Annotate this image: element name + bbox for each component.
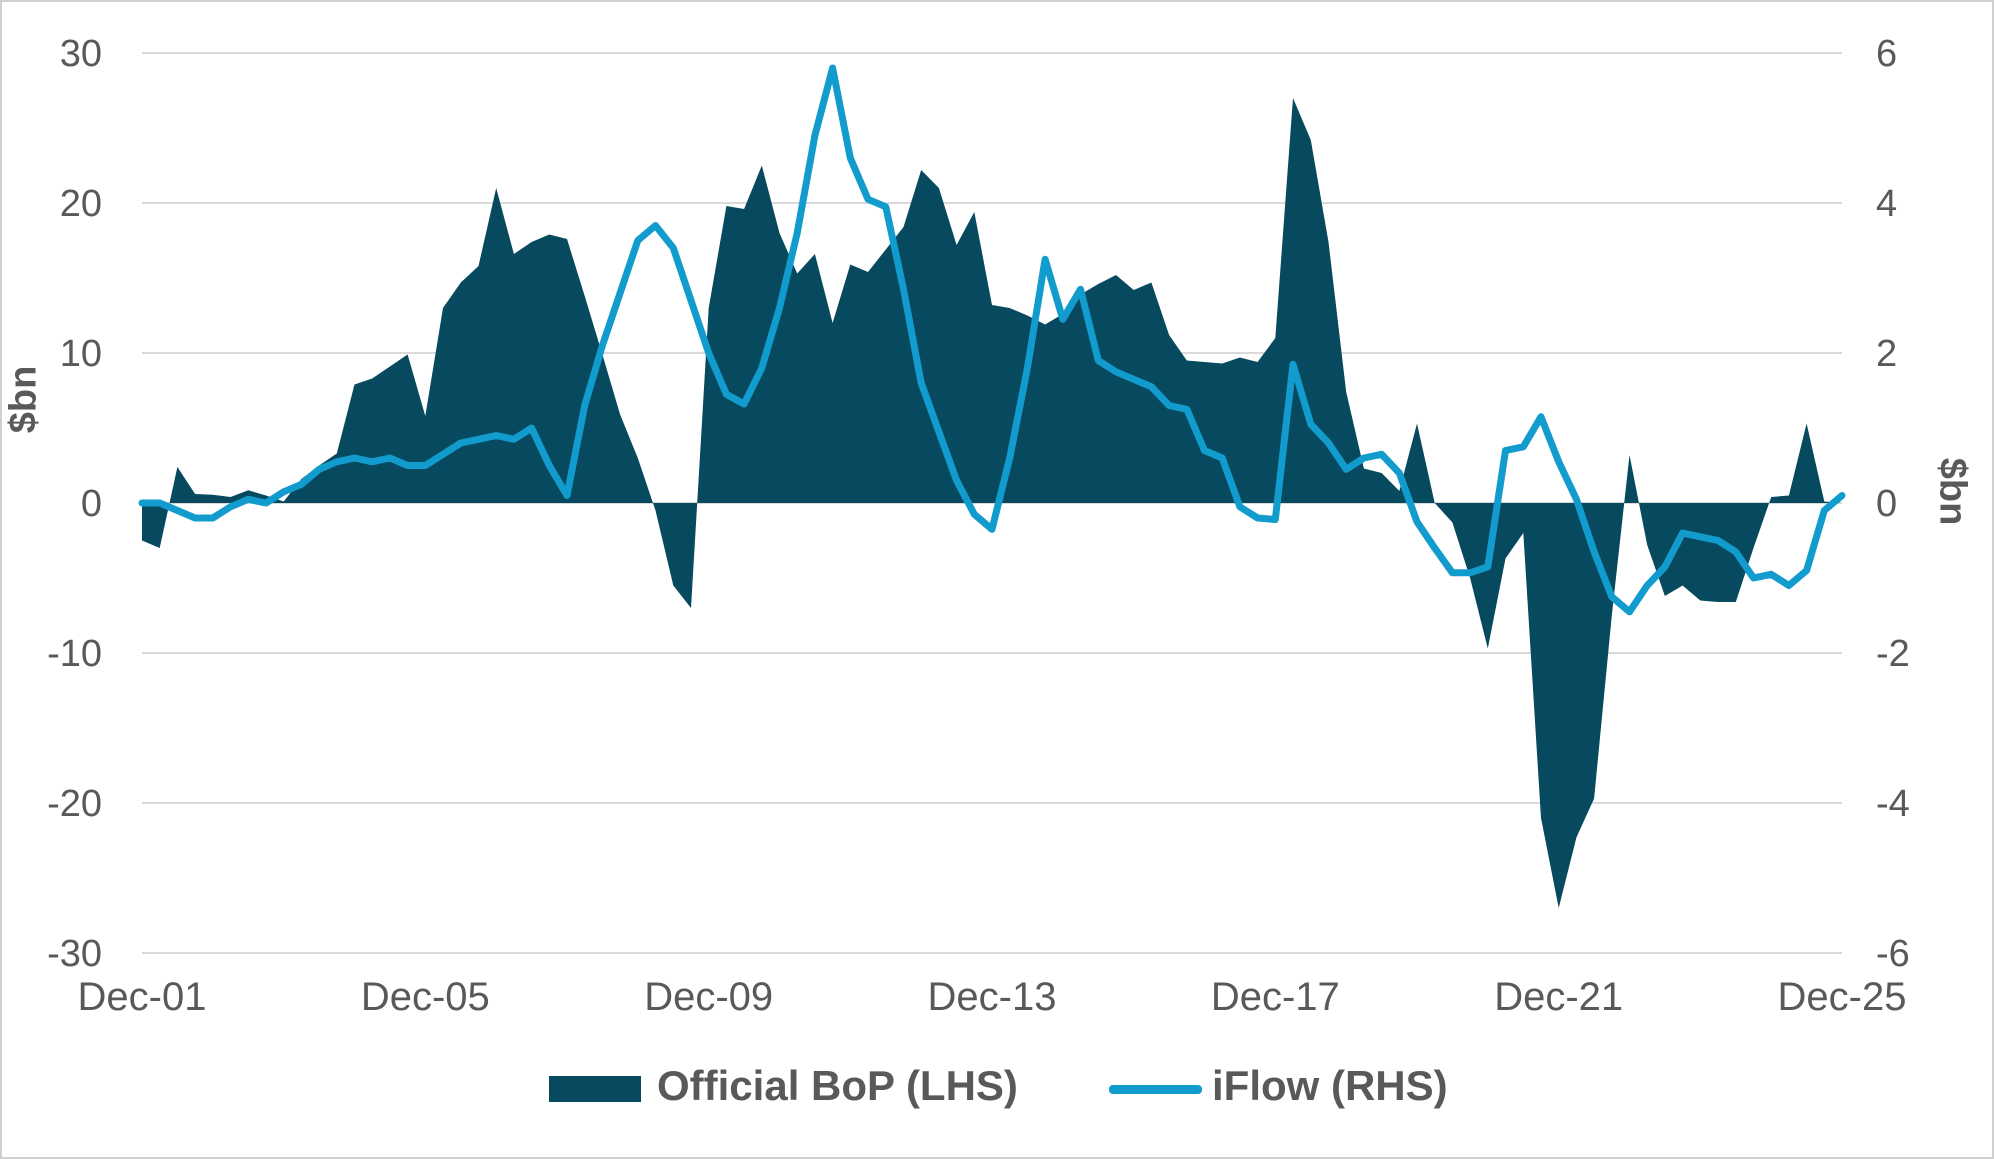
- x-axis-tick-label: Dec-17: [1211, 975, 1340, 1019]
- line-series-iflow: [138, 64, 1846, 616]
- x-axis-tick-label: Dec-13: [928, 975, 1057, 1019]
- x-axis-tick-label: Dec-05: [361, 975, 490, 1019]
- area-series-official-bop: [142, 98, 1842, 908]
- x-axis-tick-label: Dec-25: [1778, 975, 1907, 1019]
- x-axis-tick-label: Dec-21: [1494, 975, 1623, 1019]
- right-axis-title: $bn: [1931, 457, 1974, 526]
- right-axis-tick-label: 4: [1876, 183, 1897, 225]
- left-axis-tick-label: 20: [60, 183, 102, 225]
- left-axis-tick-label: -20: [47, 783, 102, 825]
- right-axis-tick-label: 6: [1876, 33, 1897, 75]
- left-axis-title: $bn: [2, 365, 45, 434]
- x-axis-tick-label: Dec-01: [78, 975, 207, 1019]
- right-axis-tick-label: -4: [1876, 783, 1910, 825]
- left-axis-tick-label: -10: [47, 633, 102, 675]
- left-axis-tick-label: 30: [60, 33, 102, 75]
- left-axis-tick-label: -30: [47, 933, 102, 975]
- x-axis-tick-label: Dec-09: [644, 975, 773, 1019]
- right-axis-tick-label: 0: [1876, 483, 1897, 525]
- right-axis-tick-label: -6: [1876, 933, 1910, 975]
- right-axis-tick-label: -2: [1876, 633, 1910, 675]
- right-axis-tick-label: 2: [1876, 333, 1897, 375]
- left-axis-tick-label: 10: [60, 333, 102, 375]
- left-axis-tick-label: 0: [81, 483, 102, 525]
